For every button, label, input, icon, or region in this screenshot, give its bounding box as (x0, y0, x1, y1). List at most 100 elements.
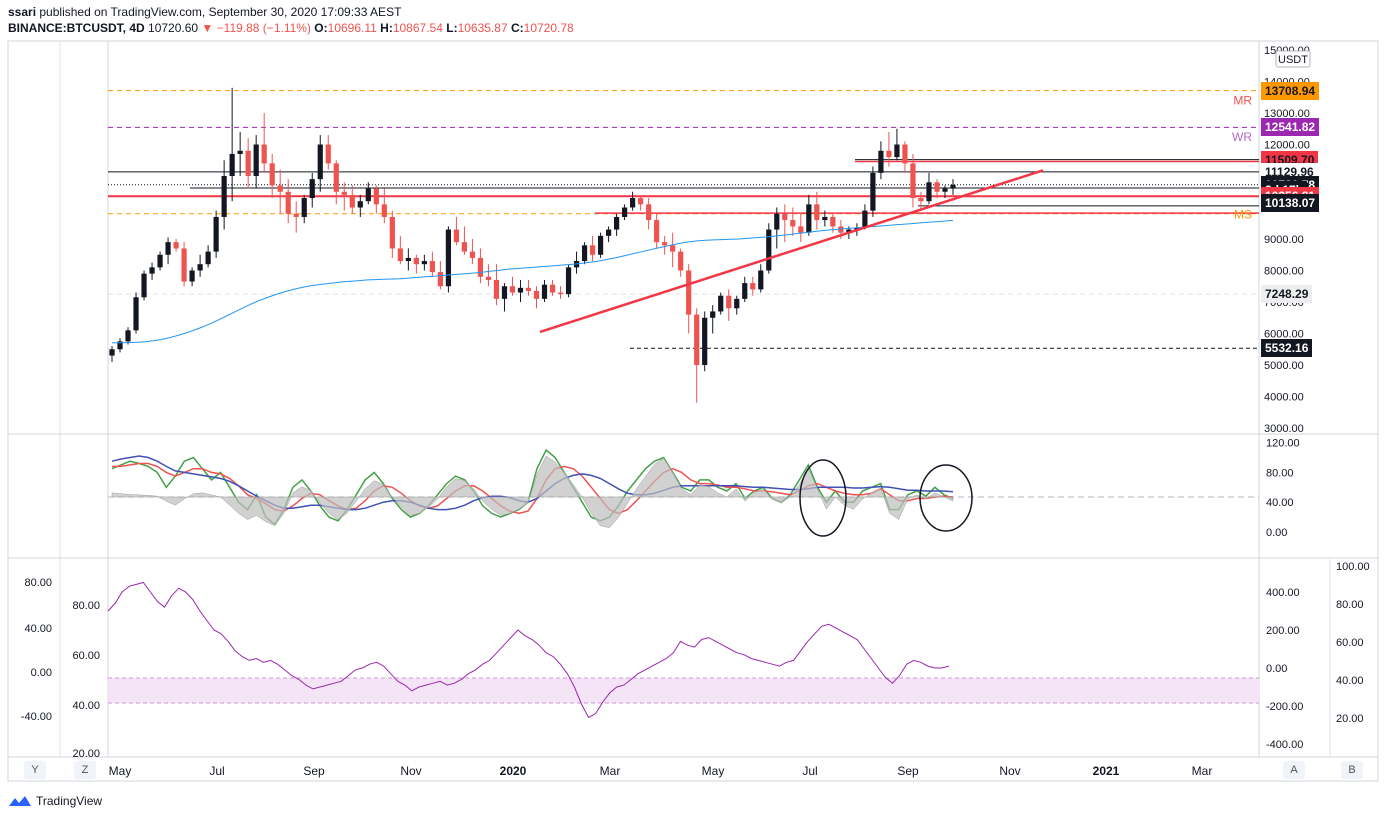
candle-body (229, 153, 235, 176)
a-button[interactable]: A (1283, 761, 1305, 779)
candle-body (429, 261, 435, 273)
time-tick-label: May (109, 764, 132, 778)
osc2-left-tick-label: -40.00 (21, 711, 52, 723)
close-label: C: (510, 21, 524, 35)
candle-body (934, 182, 940, 192)
candle-body (357, 201, 363, 208)
candle-body (381, 204, 387, 217)
low-value: 10635.87 (457, 21, 508, 35)
price-tick-label: 5000.00 (1264, 360, 1304, 372)
osc1-tick-label: 40.00 (1266, 497, 1294, 509)
osc2-tick-label: 200.00 (1266, 625, 1300, 637)
candle-body (686, 270, 692, 315)
time-tick-label: 2020 (500, 764, 527, 778)
moving-average-line (111, 219, 954, 344)
candle-body (605, 229, 612, 236)
candle-body (622, 207, 628, 217)
candle-body (646, 204, 652, 221)
candle-body (734, 298, 740, 309)
time-tick-label: Mar (600, 764, 621, 778)
level-tag: WR (1232, 130, 1252, 144)
candle-body (830, 216, 836, 227)
price-tick-label: 13000.00 (1264, 108, 1310, 120)
candle-body (301, 198, 307, 217)
publisher-name[interactable]: ssari (8, 5, 37, 19)
candle-body (453, 229, 460, 243)
candle-body (349, 194, 355, 208)
y-button[interactable]: Y (24, 761, 46, 779)
candle-body (221, 176, 227, 217)
candle-body (581, 245, 588, 262)
candle-body (942, 188, 948, 192)
candle-body (181, 248, 187, 282)
candle-body (597, 235, 604, 255)
candle-body (205, 251, 211, 265)
candle-body (469, 251, 476, 258)
candle-body (165, 242, 171, 255)
candle-body (477, 257, 484, 277)
candle-body (493, 279, 500, 299)
candle-body (854, 227, 860, 230)
candle-body (630, 198, 636, 208)
candle-body (253, 144, 259, 176)
ohlc-line: BINANCE:BTCUSDT, 4D 10720.60 ▼ −119.88 (… (8, 20, 574, 36)
candle-body (461, 242, 468, 252)
candle-body (293, 213, 299, 217)
price-axis-label: 12541.82 (1261, 118, 1320, 137)
candle-body (638, 198, 644, 205)
candle-body (365, 188, 371, 202)
annotation-circle (919, 464, 973, 532)
candle-body (894, 144, 900, 158)
level-tag: MS (1234, 207, 1252, 221)
candle-body (373, 188, 379, 205)
candle-body (902, 144, 908, 164)
candle-body (509, 286, 516, 293)
candle-body (670, 245, 676, 252)
osc2-outer-tick-label: 60.00 (1336, 637, 1364, 649)
price-tick-label: 12000.00 (1264, 140, 1310, 152)
chart-header: ssari published on TradingView.com, Sept… (8, 4, 574, 36)
candle-body (822, 216, 828, 221)
candle-body (557, 292, 564, 295)
publish-line: ssari published on TradingView.com, Sept… (8, 4, 574, 20)
candle-body (694, 314, 700, 365)
candle-body (910, 163, 916, 199)
osc2-tick-label: -200.00 (1266, 701, 1303, 713)
price-axis-label: 10138.07 (1261, 194, 1320, 213)
footer-brand[interactable]: TradingView (8, 794, 102, 808)
candle-body (750, 283, 756, 290)
currency-label: USDT (1278, 54, 1308, 66)
b-button[interactable]: B (1341, 761, 1363, 779)
candle-body (149, 267, 155, 274)
osc2-line (107, 581, 950, 719)
candle-body (189, 270, 195, 282)
candle-body (766, 229, 772, 271)
candle-body (806, 204, 812, 233)
candle-body (878, 150, 884, 173)
price-axis-label: 5532.16 (1261, 339, 1313, 358)
osc2-left-inner-tick-label: 80.00 (72, 600, 100, 612)
osc2-left-tick-label: 80.00 (24, 577, 52, 589)
brand-name: TradingView (36, 794, 103, 808)
osc2-band (108, 678, 1259, 703)
osc2-outer-tick-label: 40.00 (1336, 675, 1364, 687)
candle-body (814, 204, 820, 221)
osc2-left-tick-label: 0.00 (31, 667, 52, 679)
z-button[interactable]: Z (74, 761, 96, 779)
candle-body (117, 341, 123, 350)
symbol-label[interactable]: BINANCE:BTCUSDT, 4D (8, 21, 145, 35)
price-axis-label: 13708.94 (1261, 81, 1320, 100)
time-tick-label: Mar (1192, 764, 1213, 778)
trendline (539, 169, 1044, 334)
high-label: H: (380, 21, 393, 35)
price-change: −119.88 (−1.11%) (216, 21, 311, 35)
level-tag: MR (1233, 94, 1252, 108)
osc2-outer-tick-label: 80.00 (1336, 599, 1364, 611)
candle-body (277, 185, 283, 192)
osc2-left-inner-tick-label: 60.00 (72, 650, 100, 662)
candle-body (613, 216, 620, 230)
tradingview-logo-icon (9, 796, 31, 806)
down-arrow-icon: ▼ (201, 21, 214, 35)
candle-body (798, 226, 804, 233)
